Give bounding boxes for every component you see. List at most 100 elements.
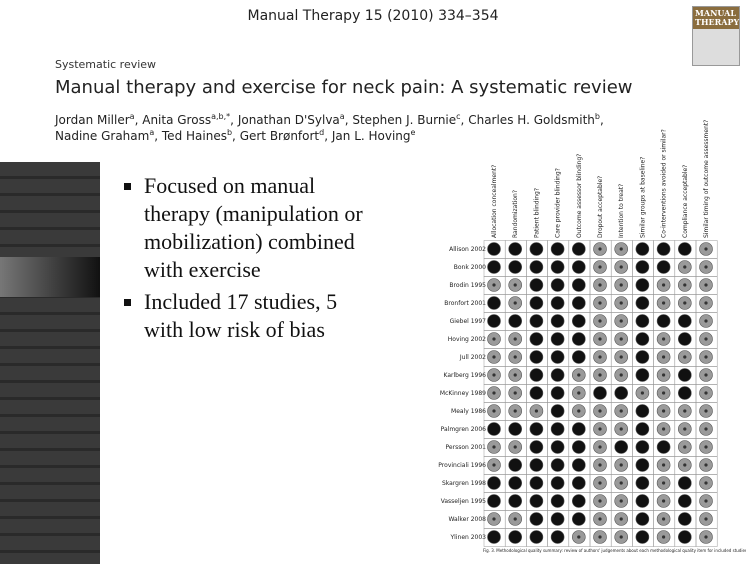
rating — [571, 494, 586, 508]
affiliation: a — [339, 112, 345, 121]
row-label: Walker 2008 — [449, 516, 487, 523]
rating — [508, 314, 523, 328]
author-name: Anita Gross — [142, 113, 212, 127]
rating — [529, 530, 544, 544]
rating — [529, 278, 544, 292]
rating — [550, 440, 565, 454]
rating-dot — [598, 427, 602, 431]
column-header: Intention to treat? — [618, 184, 625, 238]
row-label: Mealy 1986 — [451, 408, 486, 415]
rating-dot — [619, 535, 623, 539]
rating-dot — [598, 499, 602, 503]
row-label: Bronfort 2001 — [444, 300, 486, 307]
column-header: Patient blinding? — [533, 188, 540, 238]
rating — [571, 278, 586, 292]
rating-dot — [513, 301, 517, 305]
row-label: Karlberg 1996 — [444, 372, 487, 379]
rating — [529, 476, 544, 490]
rating-dot — [662, 301, 666, 305]
rating — [529, 296, 544, 310]
rating — [571, 476, 586, 490]
separator: , — [230, 113, 234, 127]
rating-dot — [683, 301, 687, 305]
rating — [635, 350, 650, 364]
rating — [635, 494, 650, 508]
rating-dot — [704, 499, 708, 503]
rating-dot — [513, 355, 517, 359]
rating — [550, 386, 565, 400]
rating — [550, 296, 565, 310]
rating — [656, 260, 671, 274]
row-label: McKinney 1989 — [440, 390, 486, 397]
caption: Fig. 3. Methodological quality summary: … — [483, 548, 746, 553]
rating-dot — [619, 247, 623, 251]
rating — [550, 458, 565, 472]
rating — [571, 512, 586, 526]
rating — [508, 476, 523, 490]
rating — [487, 242, 501, 256]
rating — [487, 422, 501, 436]
rating — [635, 422, 650, 436]
rating — [656, 440, 671, 454]
rating-dot — [492, 463, 496, 467]
rating — [508, 494, 523, 508]
rating — [614, 386, 629, 400]
rating-dot — [640, 391, 645, 395]
rating-dot — [662, 355, 666, 359]
rating-dot — [598, 319, 602, 323]
separator: , — [232, 129, 236, 143]
rating — [550, 278, 565, 292]
rating — [487, 260, 501, 274]
rating-dot — [513, 373, 517, 377]
rating-dot — [662, 409, 666, 413]
rating — [550, 530, 565, 544]
rating-dot — [683, 283, 687, 287]
rating-dot — [683, 409, 687, 413]
rating — [487, 296, 501, 310]
column-header: Compliance acceptable? — [682, 165, 689, 238]
rating — [529, 350, 544, 364]
rating-dot — [619, 355, 623, 359]
rating-dot — [598, 481, 602, 485]
row-label: Hoving 2002 — [448, 336, 486, 343]
rating — [571, 440, 586, 454]
bullets: Focused on manual therapy (manipulation … — [108, 172, 444, 348]
rating — [529, 494, 544, 508]
affiliation: e — [410, 128, 416, 137]
rating — [593, 386, 607, 400]
rating-dot — [513, 445, 517, 449]
rating-dot — [619, 481, 623, 485]
rating — [635, 368, 650, 382]
column-header: Co-interventions avoided or similar? — [661, 129, 668, 238]
rating — [635, 332, 650, 346]
rating — [635, 440, 650, 454]
rating-dot — [534, 409, 539, 413]
author-name: Nadine Graham — [55, 129, 150, 143]
affiliation: d — [319, 128, 325, 137]
rating-dot — [683, 355, 687, 359]
rating-dot — [513, 391, 517, 395]
cover: MANUAL THERAPY — [692, 6, 740, 66]
row-label: Giebel 1997 — [450, 318, 487, 325]
rating-dot — [598, 517, 602, 521]
rating-dot — [662, 517, 666, 521]
affiliation: a — [149, 128, 155, 137]
separator: , — [460, 113, 465, 127]
rating-dot — [662, 463, 666, 467]
rating — [571, 314, 586, 328]
rating — [508, 260, 523, 274]
author-name: Jan L. Hoving — [331, 129, 411, 143]
rating — [487, 530, 501, 544]
rating-dot — [662, 373, 666, 377]
rating-dot — [619, 499, 623, 503]
affiliation: c — [456, 112, 461, 121]
rating-dot — [662, 535, 666, 539]
rating — [635, 242, 650, 256]
rating — [508, 242, 523, 256]
rating — [550, 332, 565, 346]
rating — [571, 458, 586, 472]
column-header: Outcome assessor blinding? — [576, 154, 583, 238]
rating-dot — [492, 517, 496, 521]
rating-dot — [619, 265, 623, 269]
